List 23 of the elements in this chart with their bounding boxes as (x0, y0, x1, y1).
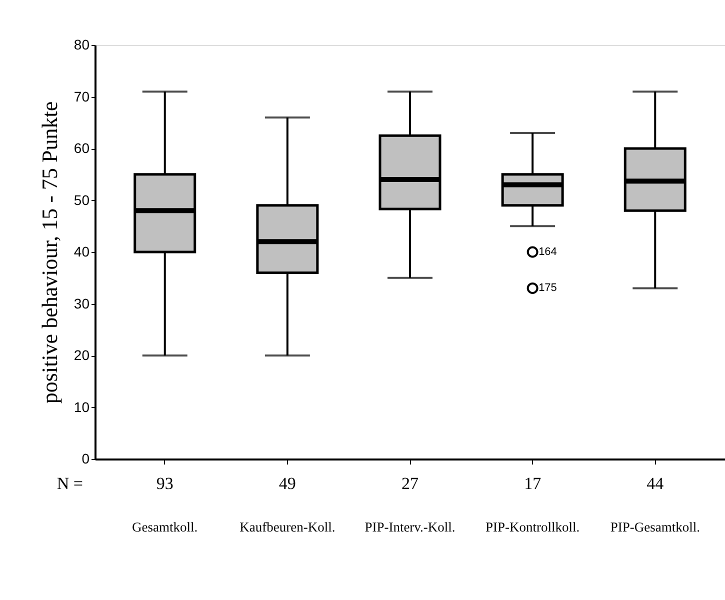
x-tick-label: Gesamtkoll. (132, 520, 198, 534)
annotation: 164 (538, 246, 557, 258)
y-tick-label: 80 (74, 36, 90, 52)
y-tick-label: 70 (74, 88, 90, 104)
x-tick-label: PIP-Kontrollkoll. (486, 520, 580, 534)
annotation: 93 (156, 474, 174, 493)
x-tick-label: PIP-Interv.-Koll. (364, 520, 456, 534)
y-tick-label: 60 (74, 140, 90, 156)
y-axis-title: positive behaviour, 15 - 75 Punkte (36, 101, 62, 404)
annotation: 17 (524, 474, 542, 493)
x-tick-label: Kaufbeuren-Koll. (240, 520, 336, 534)
x-tick-label: PIP-Gesamtkoll. (610, 520, 700, 534)
y-tick-label: 0 (82, 450, 90, 466)
y-tick-label: 40 (74, 244, 90, 260)
annotation: 27 (402, 474, 419, 493)
annotation: 49 (278, 474, 296, 493)
y-tick-label: 50 (74, 192, 90, 208)
y-tick-label: 20 (74, 347, 90, 363)
y-tick-label: 30 (74, 295, 90, 312)
annotation: 175 (538, 282, 557, 294)
y-tick-label: 10 (74, 398, 90, 415)
annotation: 44 (646, 474, 664, 493)
text: N = (56, 474, 83, 493)
